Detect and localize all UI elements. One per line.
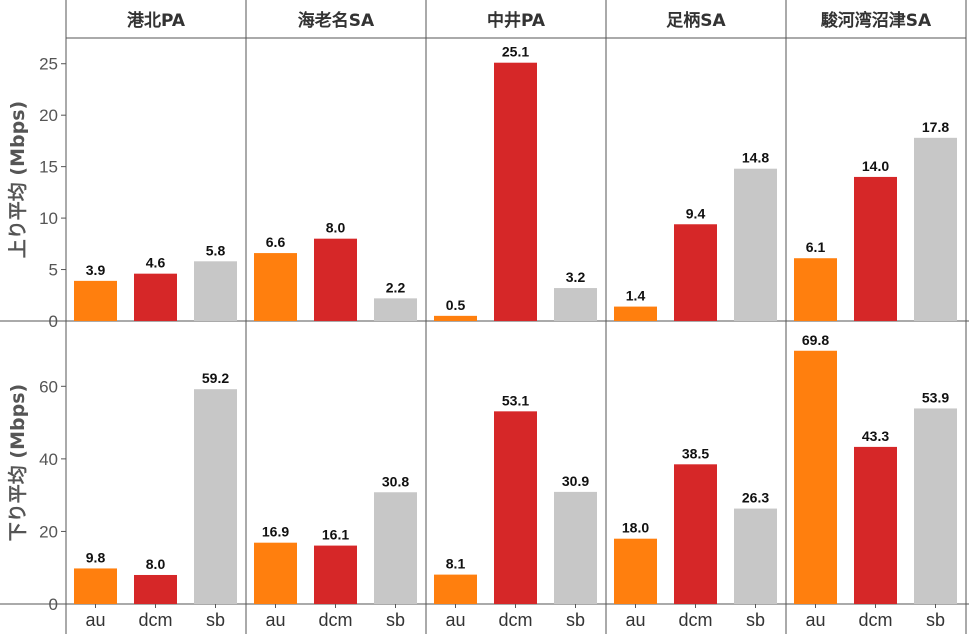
facet-titles: 港北PA 海老名SA 中井PA 足柄SA 駿河湾沼津SA [127,10,932,31]
bar-value-label: 14.8 [742,150,769,166]
bar-value-label: 38.5 [682,445,709,461]
bar-sb [914,137,957,321]
bar-dcm [674,224,717,321]
bar-au [794,258,837,321]
y-axis-label: 上り平均 (Mbps) [6,101,29,258]
facet-title: 駿河湾沼津SA [821,10,932,31]
x-category-label: au [625,610,645,630]
bar-value-label: 53.9 [922,389,949,405]
bar-value-label: 17.8 [922,119,949,135]
bar-value-label: 4.6 [146,255,166,271]
bar-au [254,542,297,604]
bar-sb [734,168,777,321]
x-category-label: sb [206,610,225,630]
bars [74,62,957,604]
bar-value-label: 9.8 [86,549,106,565]
bar-value-label: 43.3 [862,428,889,444]
y-tick-label: 5 [49,261,58,280]
x-category-label: au [265,610,285,630]
bar-value-label: 53.1 [502,392,529,408]
bar-value-label: 0.5 [446,297,466,313]
bar-value-label: 59.2 [202,370,229,386]
y-tick-label: 10 [39,209,58,228]
bar-value-label: 6.6 [266,234,286,250]
bar-dcm [314,545,357,604]
x-axis: au dcm sb au dcm sb au dcm sb au dcm sb au dcm sb [85,604,945,630]
x-category-label: dcm [678,610,712,630]
bar-dcm [134,574,177,604]
bar-sb [194,389,237,604]
bar-value-label: 8.1 [446,556,466,572]
facet-title: 足柄SA [666,10,726,31]
bar-value-label: 14.0 [862,158,889,174]
bar-sb [374,298,417,321]
facet-title: 海老名SA [298,10,375,31]
bar-value-label: 5.8 [206,242,226,258]
x-category-label: au [445,610,465,630]
bar-value-label: 18.0 [622,520,649,536]
y-tick-label: 0 [49,312,58,331]
y-tick-label: 60 [39,377,58,396]
x-category-label: dcm [138,610,172,630]
bar-value-label: 3.2 [566,269,586,285]
y-tick-label: 0 [49,595,58,614]
y-axis-label: 下り平均 (Mbps) [6,384,29,541]
bar-value-label: 30.9 [562,473,589,489]
x-category-label: au [805,610,825,630]
bar-au [614,538,657,604]
bar-au [434,574,477,604]
bar-value-label: 2.2 [386,279,406,295]
x-category-label: dcm [858,610,892,630]
facet-title: 中井PA [487,10,546,31]
bar-sb [374,492,417,604]
bar-value-label: 8.0 [146,556,166,572]
bar-value-label: 69.8 [802,332,829,348]
bar-value-label: 26.3 [742,490,769,506]
y-tick-label: 20 [39,106,58,125]
bar-value-label: 25.1 [502,44,529,60]
y-axes: 上り平均 (Mbps) 0 5 10 15 20 25 下り平均 (Mbps) 0 20 40 60 [6,55,66,614]
x-category-label: dcm [318,610,352,630]
bar-sb [194,261,237,321]
bar-sb [914,408,957,604]
facet-title: 港北PA [127,10,186,31]
bar-sb [554,491,597,604]
bar-value-label: 30.8 [382,473,409,489]
value-labels: 3.9 4.6 5.8 6.6 8.0 2.2 0.5 25.1 3.2 1.4 9.4 14.8 6.… [86,44,950,572]
y-tick-label: 20 [39,522,58,541]
bar-au [794,350,837,604]
x-category-label: au [85,610,105,630]
bar-dcm [494,411,537,604]
bar-dcm [314,238,357,321]
bar-dcm [674,464,717,604]
x-category-label: dcm [498,610,532,630]
bar-au [434,315,477,321]
bar-dcm [854,446,897,604]
bar-value-label: 16.1 [322,527,349,543]
bar-value-label: 9.4 [686,205,706,221]
bar-au [614,306,657,321]
bar-value-label: 3.9 [86,262,106,278]
y-tick-label: 40 [39,450,58,469]
y-tick-label: 25 [39,55,58,74]
bar-sb [734,508,777,604]
bar-sb [554,288,597,321]
bar-au [74,280,117,321]
bar-dcm [854,176,897,321]
bar-dcm [134,273,177,321]
bar-value-label: 8.0 [326,220,346,236]
bar-value-label: 16.9 [262,524,289,540]
x-category-label: sb [926,610,945,630]
x-category-label: sb [386,610,405,630]
y-tick-label: 15 [39,158,58,177]
bar-dcm [494,62,537,321]
bar-value-label: 1.4 [626,288,646,304]
x-category-label: sb [746,610,765,630]
bar-value-label: 6.1 [806,239,826,255]
x-category-label: sb [566,610,585,630]
bar-au [74,568,117,604]
bar-au [254,253,297,321]
